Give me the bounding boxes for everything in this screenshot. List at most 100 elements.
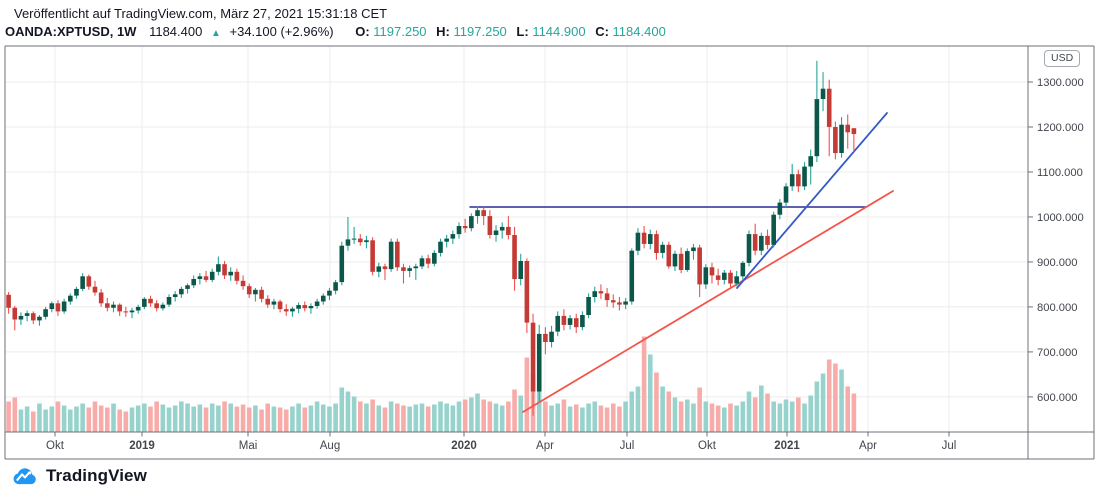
time-tick-label: 2019: [129, 440, 155, 452]
candle-body: [598, 291, 604, 294]
volume-bar: [469, 397, 474, 432]
candle: [623, 297, 628, 310]
volume-bar: [265, 403, 271, 432]
candle: [703, 264, 709, 289]
candle: [555, 311, 561, 337]
candle-body: [635, 232, 641, 251]
candle-body: [475, 210, 480, 216]
candle-body: [142, 298, 147, 307]
time-tick-label: Okt: [46, 440, 65, 452]
price-axis[interactable]: 1300.000 1200.000 1100.000 1000.000 900.000 8…: [1028, 77, 1084, 404]
candle-body: [487, 216, 493, 235]
candle: [432, 250, 437, 267]
candle-body: [123, 311, 129, 313]
volume-bar: [629, 391, 635, 432]
currency-badge: USD: [1044, 50, 1081, 67]
candle-body: [253, 289, 258, 295]
steep-support-trendline[interactable]: [736, 112, 888, 289]
volume-bar: [154, 401, 159, 432]
volume-bar: [839, 369, 844, 432]
candle-body: [166, 297, 172, 305]
time-tick-label: Jul: [620, 440, 635, 452]
volume-bar: [86, 407, 92, 432]
candle: [302, 301, 308, 312]
volume-bar: [172, 405, 178, 432]
price-tick-label: 1200.000: [1037, 122, 1084, 134]
candle-body: [61, 301, 67, 312]
long-support-trendline[interactable]: [522, 190, 894, 413]
candle: [92, 280, 98, 296]
time-tick-label: 2020: [451, 440, 477, 452]
volume-bar: [179, 401, 184, 432]
candle: [759, 232, 764, 256]
candle-body: [512, 235, 517, 280]
candle-body: [148, 298, 153, 304]
time-axis[interactable]: Okt 2019 Mai Aug 2020 Apr Jul Okt 2021 Apr Jul: [46, 432, 956, 452]
volume-bar: [444, 403, 449, 432]
volume-bar: [388, 401, 394, 432]
candle-body: [376, 266, 382, 272]
candle: [617, 297, 622, 311]
candle: [388, 238, 394, 272]
candle: [154, 300, 159, 312]
candle-body: [759, 235, 764, 251]
volume-bar: [74, 406, 79, 432]
symbol-title: OANDA:XPTUSD, 1W: [5, 24, 137, 39]
candle-body: [586, 297, 591, 315]
candle-body: [432, 252, 437, 264]
candle-body: [98, 292, 104, 304]
volume-bar: [401, 405, 406, 432]
volume-bar: [222, 401, 227, 432]
volume-bar: [512, 389, 517, 432]
candle: [635, 228, 641, 256]
volume-bar: [333, 403, 338, 432]
volume-bar: [351, 396, 357, 432]
candle: [765, 229, 770, 250]
candle: [592, 286, 598, 303]
candle: [290, 306, 295, 317]
candle: [234, 268, 240, 285]
candle-body: [388, 241, 394, 270]
candle: [123, 306, 129, 317]
candle-body: [506, 226, 511, 235]
candle-body: [228, 271, 234, 276]
footer-brand[interactable]: TradingView: [12, 466, 147, 486]
volume-bar: [647, 354, 653, 432]
candle: [419, 255, 425, 270]
candle: [660, 241, 665, 259]
volume-bar: [567, 406, 573, 432]
candle: [734, 270, 739, 287]
volume-bar: [135, 405, 141, 432]
candle: [481, 207, 486, 226]
candle: [86, 274, 92, 290]
candle-body: [462, 226, 468, 229]
candle-body: [691, 247, 696, 252]
low-value: 1144.900: [532, 24, 586, 39]
candle: [610, 294, 616, 308]
volume-bar: [709, 403, 715, 432]
candle: [185, 283, 190, 294]
candle-body: [234, 271, 240, 281]
candle-body: [450, 234, 456, 239]
volume-bar: [55, 401, 61, 432]
volume-bar: [678, 401, 684, 432]
candle-body: [308, 306, 314, 309]
candle: [771, 211, 776, 248]
candle-body: [654, 234, 659, 253]
candle-body: [49, 303, 55, 310]
candle-body: [185, 285, 190, 289]
candle-body: [413, 266, 419, 269]
candle: [666, 241, 672, 269]
candle-body: [438, 241, 443, 253]
candle: [493, 225, 499, 242]
open-label: O:: [355, 24, 370, 39]
volume-bar: [185, 403, 190, 432]
candle: [203, 270, 209, 283]
candle: [6, 292, 11, 314]
volume-bar: [573, 404, 579, 432]
candle-body: [839, 124, 844, 153]
time-tick-label: Okt: [698, 440, 717, 452]
volume-bar: [240, 404, 246, 432]
candle: [672, 250, 678, 271]
